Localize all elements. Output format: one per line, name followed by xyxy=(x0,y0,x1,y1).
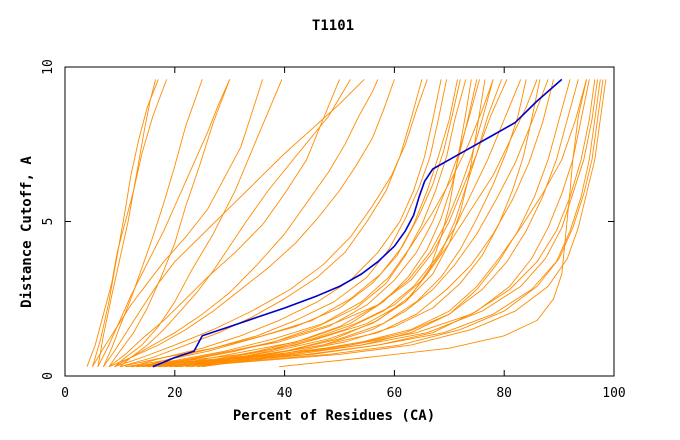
model-line-6 xyxy=(114,79,283,368)
model-line-8 xyxy=(114,79,379,368)
model-line-29 xyxy=(130,79,494,368)
model-line-7 xyxy=(119,79,351,368)
model-line-5 xyxy=(108,79,231,367)
model-line-18 xyxy=(158,79,549,368)
highlight-line xyxy=(152,78,563,368)
model-line-25 xyxy=(152,79,601,368)
model-line-13 xyxy=(125,79,458,368)
model-line-28 xyxy=(158,79,538,368)
series-lines xyxy=(86,79,607,368)
model-line-31 xyxy=(163,79,478,368)
model-line-2 xyxy=(86,79,168,367)
y-tick-label-5: 5 xyxy=(41,218,56,226)
model-line-24 xyxy=(174,79,604,368)
model-line-39 xyxy=(92,79,264,367)
model-line-41 xyxy=(202,79,541,368)
x-tick-label-60: 60 xyxy=(387,386,403,401)
model-line-23 xyxy=(136,79,598,368)
y-axis-label: Distance Cutoff, A xyxy=(19,156,35,308)
model-line-34 xyxy=(180,79,486,368)
x-axis-ticks: 0 20 40 60 80 100 xyxy=(61,67,626,401)
model-line-19 xyxy=(141,79,555,368)
y-axis-ticks: 0 5 10 xyxy=(41,59,614,380)
y-tick-label-10: 10 xyxy=(41,59,56,75)
model-line-33 xyxy=(119,79,461,368)
x-tick-label-80: 80 xyxy=(496,386,512,401)
model-line-37 xyxy=(103,79,365,367)
y-tick-label-0: 0 xyxy=(41,372,56,380)
model-line-20 xyxy=(163,79,571,368)
model-line-16 xyxy=(152,79,494,368)
model-line-44 xyxy=(196,79,587,368)
x-tick-label-20: 20 xyxy=(167,386,183,401)
highlight-series xyxy=(152,78,563,368)
model-line-38 xyxy=(97,79,231,367)
model-line-4 xyxy=(102,79,203,367)
model-line-3 xyxy=(97,79,157,367)
x-tick-label-40: 40 xyxy=(277,386,293,401)
model-line-40 xyxy=(108,79,340,368)
model-line-43 xyxy=(141,79,508,368)
model-line-9 xyxy=(108,79,395,368)
model-line-11 xyxy=(130,79,442,368)
model-line-21 xyxy=(147,79,579,368)
model-line-27 xyxy=(125,79,596,368)
model-line-36 xyxy=(279,79,587,368)
chart-title: T1101 xyxy=(312,18,354,34)
model-line-1 xyxy=(92,79,159,367)
model-line-15 xyxy=(136,79,480,368)
x-tick-label-100: 100 xyxy=(602,386,625,401)
model-line-22 xyxy=(169,79,590,368)
x-tick-label-0: 0 xyxy=(61,386,69,401)
model-line-30 xyxy=(114,79,428,368)
x-axis-label: Percent of Residues (CA) xyxy=(233,408,435,424)
model-line-26 xyxy=(185,79,607,368)
